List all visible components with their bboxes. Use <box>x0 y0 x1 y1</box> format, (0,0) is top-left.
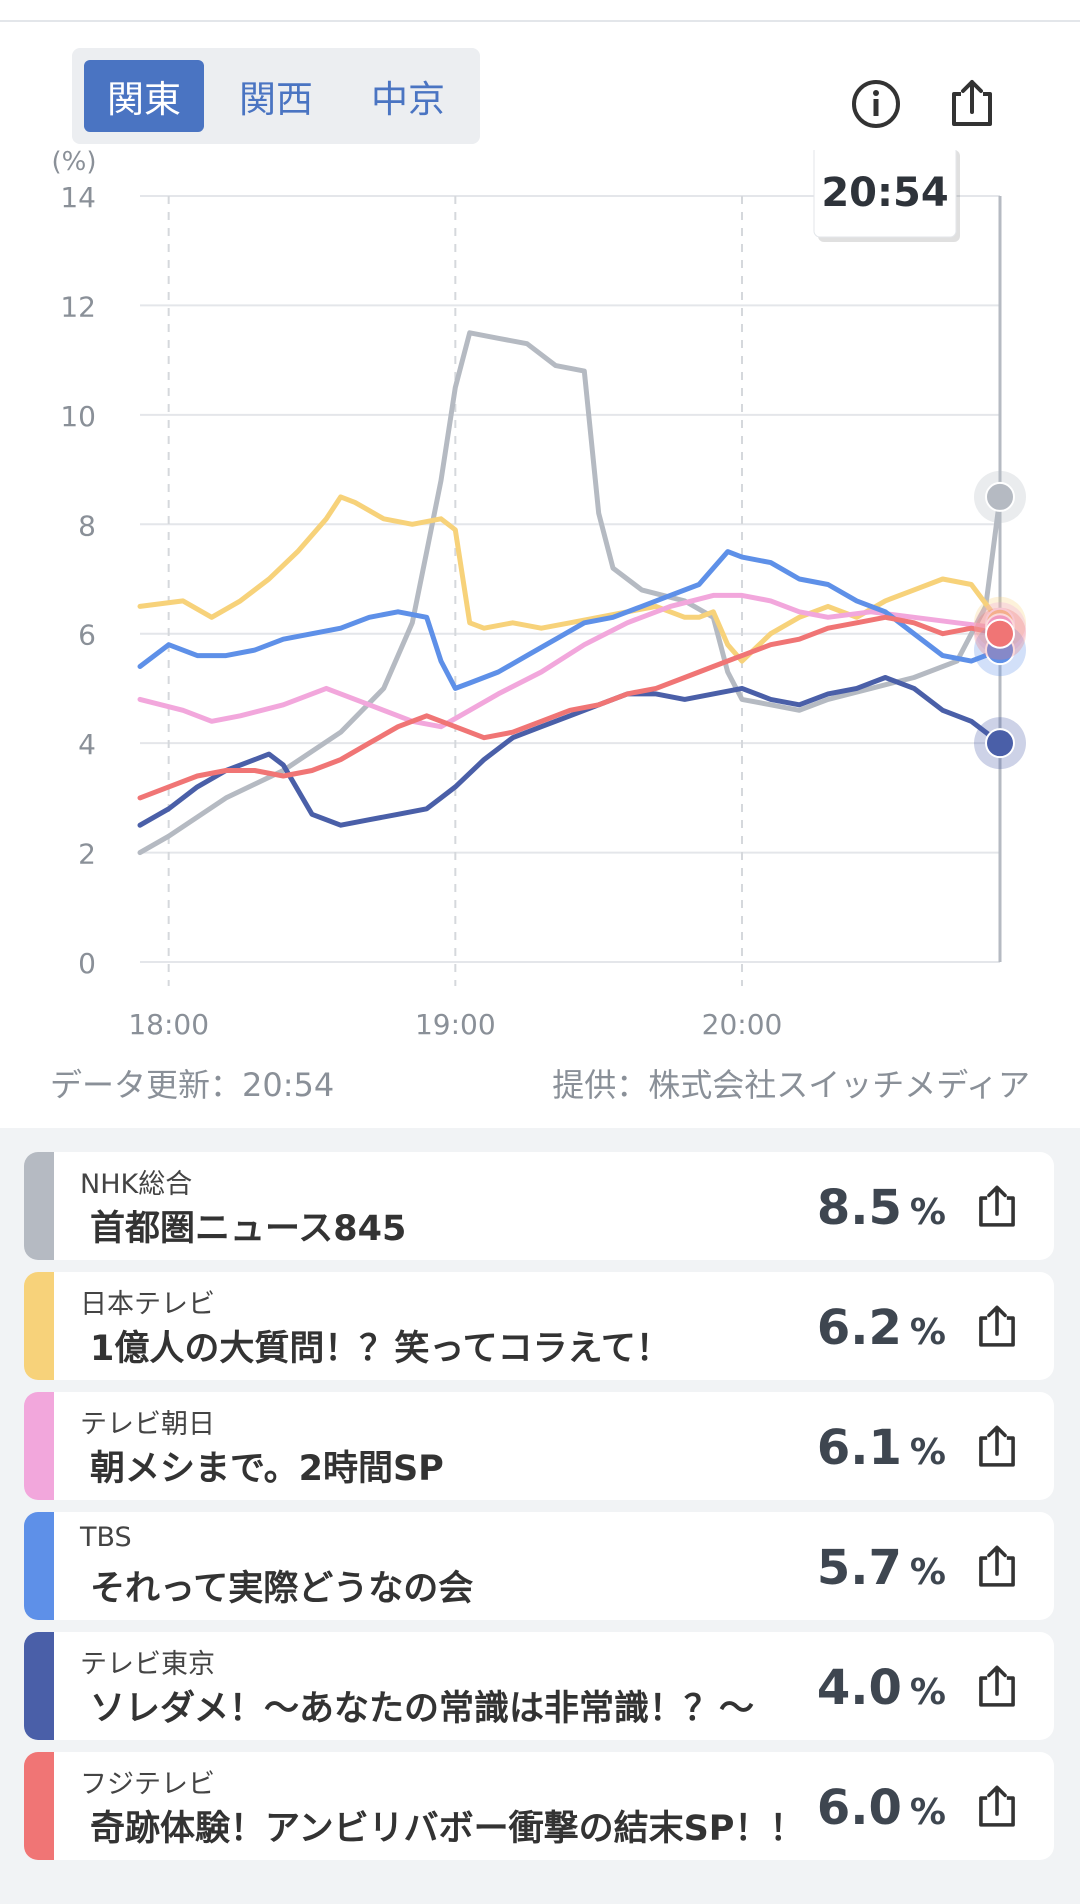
rating-unit: % <box>909 1192 946 1233</box>
program-title: ソレダメ！～あなたの常識は非常識！？～ <box>90 1689 754 1729</box>
channel-name: TBS <box>80 1522 132 1553</box>
channel-name: テレビ朝日 <box>80 1409 215 1440</box>
y-tick-label: 8 <box>78 509 96 542</box>
y-tick-label: 14 <box>60 181 96 214</box>
rating-value: 6.2% <box>817 1300 946 1356</box>
channel-card[interactable]: 日本テレビ 1億人の大質問！？笑ってコラえて！ 6.2% <box>24 1272 1054 1380</box>
rating-number: 6.1 <box>816 1420 902 1476</box>
program-title: それって実際どうなの会 <box>90 1569 474 1609</box>
y-tick-label: 10 <box>60 400 96 433</box>
channel-card[interactable]: フジテレビ 奇跡体験！アンビリバボー衝撃の結末SP！！ 6.0% <box>24 1752 1054 1860</box>
endpoint-marker <box>985 618 1015 649</box>
rating-value: 5.7% <box>817 1540 946 1596</box>
y-tick-label: 0 <box>78 947 96 980</box>
rating-unit: % <box>909 1432 946 1473</box>
program-title: 奇跡体験！アンビリバボー衝撃の結末SP！！ <box>90 1809 805 1849</box>
rating-number: 5.7 <box>816 1540 902 1596</box>
x-tick-label: 18:00 <box>128 1008 209 1041</box>
region-tabs: 関東 関西 中京 <box>72 48 480 144</box>
channel-name: テレビ東京 <box>80 1649 215 1680</box>
tooltip-time: 20:54 <box>821 170 948 216</box>
program-title: 朝メシまで。2時間SP <box>90 1449 444 1489</box>
share-icon[interactable] <box>972 1662 1022 1712</box>
y-tick-label: 2 <box>78 838 96 871</box>
channel-color-bar <box>24 1272 54 1380</box>
share-icon[interactable] <box>972 1182 1022 1232</box>
channel-color-bar <box>24 1512 54 1620</box>
channel-card[interactable]: テレビ朝日 朝メシまで。2時間SP 6.1% <box>24 1392 1054 1500</box>
series-line <box>137 494 1003 664</box>
top-divider <box>0 20 1080 22</box>
x-tick-label: 20:00 <box>702 1008 783 1041</box>
data-updated-text: データ更新：20:54 <box>50 1066 335 1104</box>
rating-unit: % <box>909 1552 946 1593</box>
series-line <box>137 614 1003 801</box>
rating-value: 4.0% <box>817 1660 946 1716</box>
rating-value: 6.1% <box>817 1420 946 1476</box>
series-line <box>137 330 1003 856</box>
rating-number: 4.0 <box>816 1660 902 1716</box>
endpoint-marker <box>985 481 1015 512</box>
channel-list: NHK総合 首都圏ニュース845 8.5% 日本テレビ 1億人の大質問！？笑って… <box>0 1128 1080 1904</box>
program-title: 首都圏ニュース845 <box>90 1209 407 1249</box>
rating-number: 6.2 <box>816 1300 902 1356</box>
endpoint-marker <box>985 728 1015 759</box>
y-tick-label: 6 <box>78 619 96 652</box>
rating-number: 6.0 <box>816 1780 902 1836</box>
tab-kansai[interactable]: 関西 <box>239 78 313 121</box>
series-line <box>137 592 1003 730</box>
channel-name: 日本テレビ <box>80 1289 215 1320</box>
channel-card[interactable]: TBS それって実際どうなの会 5.7% <box>24 1512 1054 1620</box>
program-title: 1億人の大質問！？笑ってコラえて！ <box>90 1329 671 1369</box>
rating-unit: % <box>909 1672 946 1713</box>
series-line <box>137 675 1003 828</box>
y-tick-label: 12 <box>60 290 96 323</box>
provider-text: 提供：株式会社スイッチメディア <box>552 1066 1030 1104</box>
tab-chukyo[interactable]: 中京 <box>371 78 445 121</box>
series-line <box>137 549 1003 691</box>
y-axis-label: (%) <box>52 150 97 177</box>
rating-unit: % <box>909 1312 946 1353</box>
ratings-chart: 0 2 4 6 8 10 12 14 (%) 18:00 19:00 20:00 20:54 <box>52 150 1026 1041</box>
share-icon[interactable] <box>972 1782 1022 1832</box>
rating-value: 8.5% <box>817 1180 946 1236</box>
channel-name: フジテレビ <box>80 1769 215 1800</box>
channel-color-bar <box>24 1392 54 1500</box>
channel-card[interactable]: NHK総合 首都圏ニュース845 8.5% <box>24 1152 1054 1260</box>
channel-card[interactable]: テレビ東京 ソレダメ！～あなたの常識は非常識！？～ 4.0% <box>24 1632 1054 1740</box>
y-tick-label: 4 <box>78 728 96 761</box>
channel-color-bar <box>24 1752 54 1860</box>
x-tick-label: 19:00 <box>415 1008 496 1041</box>
share-icon[interactable] <box>972 1422 1022 1472</box>
channel-color-bar <box>24 1632 54 1740</box>
rating-number: 8.5 <box>816 1180 902 1236</box>
info-icon[interactable] <box>848 76 904 132</box>
rating-value: 6.0% <box>817 1780 946 1836</box>
rating-unit: % <box>909 1792 946 1833</box>
share-icon[interactable] <box>972 1302 1022 1352</box>
share-icon[interactable] <box>944 76 1000 132</box>
channel-color-bar <box>24 1152 54 1260</box>
tooltip-box <box>813 150 957 238</box>
share-icon[interactable] <box>972 1542 1022 1592</box>
channel-name: NHK総合 <box>80 1169 193 1200</box>
tab-kanto[interactable]: 関東 <box>84 60 204 132</box>
